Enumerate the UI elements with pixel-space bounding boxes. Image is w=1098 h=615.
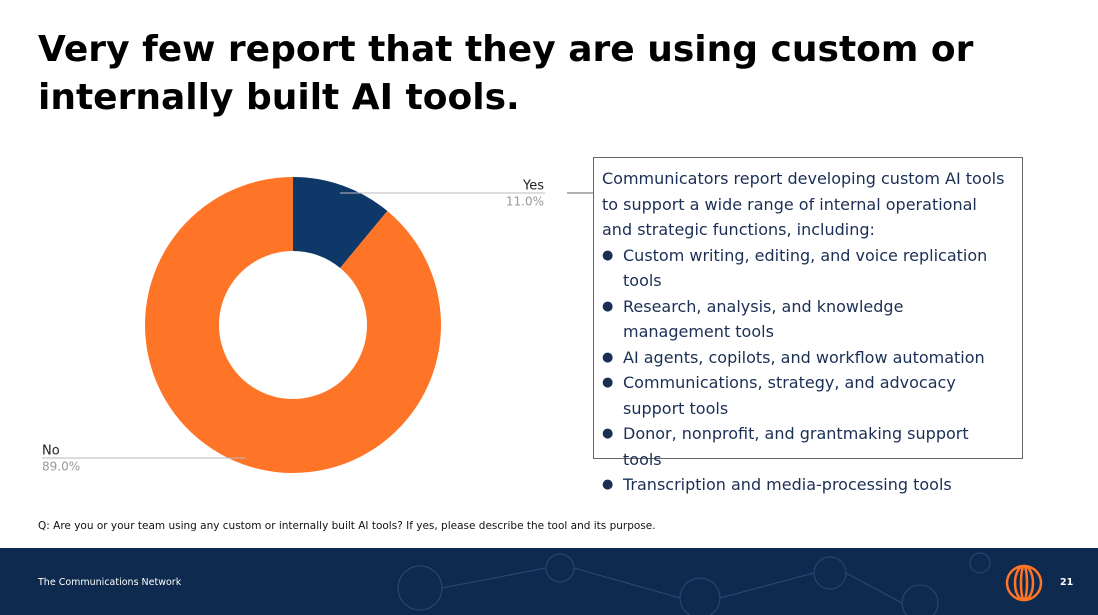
callout-item: AI agents, copilots, and workflow automa… bbox=[602, 345, 1009, 371]
slice-label: No bbox=[42, 444, 60, 459]
callout-list: Custom writing, editing, and voice repli… bbox=[602, 243, 1009, 498]
footer-decoration bbox=[397, 552, 1043, 615]
footnote: Q: Are you or your team using any custom… bbox=[38, 520, 656, 532]
page-number: 21 bbox=[1060, 577, 1074, 588]
slice-label: Yes bbox=[522, 179, 544, 194]
donut-slice bbox=[293, 177, 388, 268]
footer: The Communications Network 21 bbox=[0, 548, 1098, 615]
slide-title: Very few report that they are using cust… bbox=[38, 29, 974, 118]
callout-intro: Communicators report developing custom A… bbox=[602, 169, 1005, 239]
slice-value-label: 11.0% bbox=[506, 195, 544, 209]
donut-slice bbox=[144, 177, 441, 473]
callout-item: Research, analysis, and knowledge manage… bbox=[602, 294, 1009, 345]
callout-item: Custom writing, editing, and voice repli… bbox=[602, 243, 1009, 294]
callout-box: Communicators report developing custom A… bbox=[593, 157, 1023, 497]
callout-item: Donor, nonprofit, and grantmaking suppor… bbox=[602, 421, 1009, 472]
callout-item: Transcription and media-processing tools bbox=[602, 472, 1009, 498]
callout-item: Communications, strategy, and advocacy s… bbox=[602, 370, 1009, 421]
footer-organization: The Communications Network bbox=[38, 577, 182, 588]
slice-value-label: 89.0% bbox=[42, 460, 80, 474]
